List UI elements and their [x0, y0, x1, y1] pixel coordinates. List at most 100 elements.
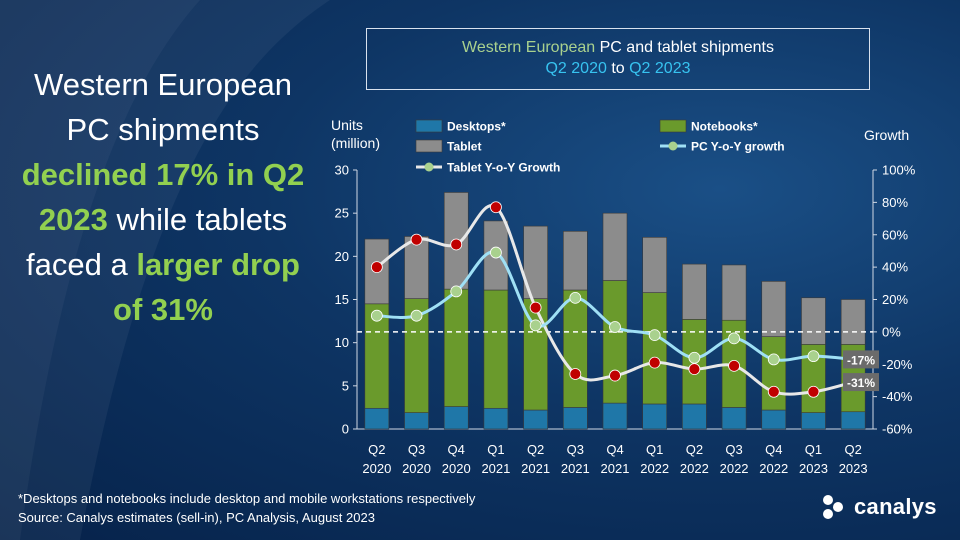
headline-text-1: Western European PC shipments — [34, 67, 292, 147]
desktops-bar — [523, 409, 548, 430]
x-tick-label-quarter: Q2 — [844, 442, 861, 457]
y-tick-label: 5 — [342, 378, 349, 393]
x-tick-label-quarter: Q1 — [487, 442, 504, 457]
x-tick-label-quarter: Q1 — [646, 442, 663, 457]
pc-growth-point — [807, 350, 820, 363]
chart-title-line-1: Western European PC and tablet shipments — [367, 37, 869, 58]
tablet-bar — [404, 236, 429, 299]
y-tick-label: 30 — [335, 163, 349, 178]
headline: Western European PC shipments declined 1… — [18, 62, 308, 332]
desktops-bar — [364, 407, 390, 430]
chart-title-box: Western European PC and tablet shipments… — [366, 28, 870, 90]
y2-tick-label: 20% — [882, 292, 908, 307]
desktops-bar — [642, 403, 667, 430]
pc-growth-point — [569, 291, 582, 304]
x-tick-label-year: 2022 — [680, 461, 709, 476]
y2-tick-label: 60% — [882, 227, 908, 242]
pc-growth-point — [370, 309, 383, 322]
x-tick-label-quarter: Q4 — [606, 442, 623, 457]
x-tick-label-year: 2020 — [402, 461, 431, 476]
desktops-bar — [602, 402, 628, 430]
x-tick-label-quarter: Q3 — [725, 442, 742, 457]
desktops-bar — [761, 409, 787, 430]
tablet-growth-point — [410, 233, 423, 246]
desktops-bar — [682, 403, 707, 430]
canalys-logo: canalys — [818, 492, 937, 522]
tablet-bar — [642, 237, 667, 293]
tablet-growth-point — [807, 385, 820, 398]
y-axis-title-line-1: Units — [331, 117, 363, 133]
y-axis-title-line-2: (million) — [331, 135, 380, 151]
x-tick-label-year: 2022 — [759, 461, 788, 476]
title-start-period: Q2 2020 — [545, 60, 607, 77]
title-to: to — [606, 60, 630, 77]
tablet-bar — [563, 230, 588, 291]
x-tick-label-quarter: Q4 — [448, 442, 465, 457]
tablet-growth-point — [450, 238, 463, 251]
x-tick-label-year: 2020 — [442, 461, 471, 476]
y-tick-label: 25 — [335, 206, 349, 221]
tablet-growth-label-box — [843, 373, 879, 392]
x-tick-label-year: 2023 — [839, 461, 868, 476]
chart-growth-lines: -17% -31% — [357, 201, 879, 398]
x-tick-label-year: 2023 — [799, 461, 828, 476]
tablet-bar — [721, 264, 747, 321]
y-tick-label: 10 — [335, 335, 349, 350]
pc-growth-point — [529, 319, 542, 332]
y2-tick-label: 100% — [882, 163, 916, 178]
tablet-bar — [761, 281, 787, 337]
x-tick-label-quarter: Q3 — [567, 442, 584, 457]
x-tick-label-year: 2021 — [561, 461, 590, 476]
legend-desktops-swatch — [415, 119, 443, 133]
footnote-note: *Desktops and notebooks include desktop … — [18, 491, 476, 506]
desktops-bar — [840, 411, 866, 430]
legend-tablet-swatch — [415, 139, 443, 153]
notebooks-bar — [642, 292, 667, 405]
legend-tablet-growth-marker — [424, 162, 434, 172]
x-tick-label-quarter: Q1 — [805, 442, 822, 457]
pc-growth-point — [648, 329, 661, 342]
tablet-growth-label: -31% — [847, 376, 875, 390]
headline-highlight-2: larger drop of 31% — [113, 247, 300, 327]
tablet-growth-point — [370, 261, 383, 274]
pc-growth-label-box — [843, 350, 879, 369]
x-tick-label-quarter: Q4 — [765, 442, 782, 457]
pc-growth-point — [728, 332, 740, 345]
desktops-bar — [721, 407, 747, 430]
tablet-growth-point — [569, 368, 582, 380]
pc-growth-label: -17% — [847, 353, 875, 367]
title-region: Western European — [462, 39, 596, 56]
y2-tick-label: 40% — [882, 260, 908, 275]
x-tick-label-year: 2021 — [481, 461, 510, 476]
x-tick-label-year: 2020 — [362, 461, 391, 476]
notebooks-bar — [602, 280, 628, 404]
chart-title-line-2: Q2 2020 to Q2 2023 — [367, 58, 869, 79]
x-tick-label-quarter: Q2 — [686, 442, 703, 457]
pc-growth-point — [490, 246, 502, 259]
canalys-logo-icon — [823, 495, 843, 519]
y2-tick-label: 0% — [882, 324, 901, 339]
pc-growth-point — [450, 285, 463, 298]
x-tick-label-quarter: Q2 — [527, 442, 544, 457]
notebooks-bar — [563, 289, 588, 408]
tablet-bar — [840, 299, 866, 345]
legend-pc-growth-label: PC Y-o-Y growth — [691, 140, 785, 154]
headline-highlight-1: declined 17% in Q2 2023 — [21, 157, 305, 237]
notebooks-bar — [443, 288, 469, 407]
x-tick-label-quarter: Q3 — [408, 442, 425, 457]
tablet-bar — [602, 212, 628, 281]
y2-tick-label: -60% — [882, 422, 913, 437]
tablet-growth-point — [767, 385, 780, 398]
pc-growth-point — [410, 309, 423, 322]
tablet-growth-point — [688, 363, 701, 376]
desktops-bar — [404, 412, 429, 430]
desktops-bar — [563, 407, 588, 430]
desktops-bar — [801, 412, 826, 430]
x-tick-label-year: 2022 — [720, 461, 749, 476]
pc-growth-point — [609, 321, 621, 333]
tablet-bar — [801, 297, 826, 345]
x-tick-label-quarter: Q2 — [368, 442, 385, 457]
notebooks-bar — [483, 289, 509, 409]
x-tick-label-year: 2021 — [521, 461, 550, 476]
